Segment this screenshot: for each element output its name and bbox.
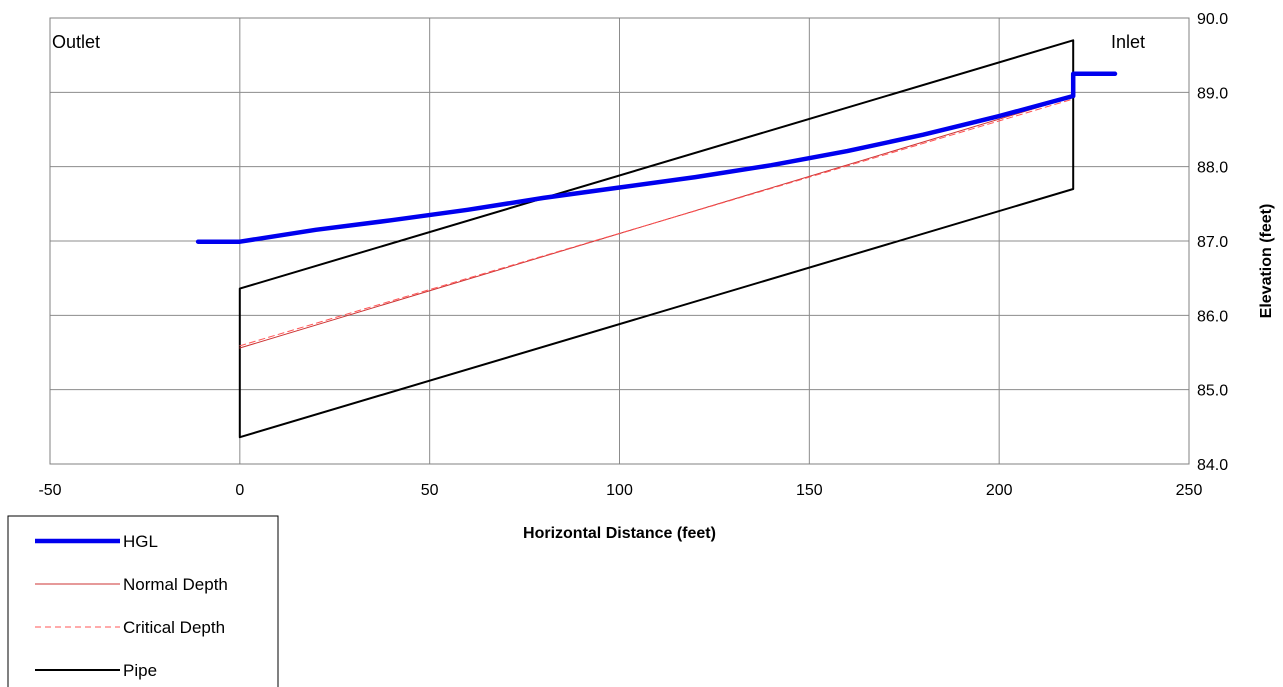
legend: HGL Normal Depth Critical Depth Pipe — [7, 515, 279, 687]
y-tick-label: 85.0 — [1197, 383, 1228, 400]
x-tick-labels: -50 0 50 100 150 200 250 — [38, 482, 1202, 499]
y-axis-title: Elevation (feet) — [1258, 204, 1275, 319]
series-hgl — [195, 71, 1118, 244]
y-tick-label: 88.0 — [1197, 160, 1228, 177]
y-tick-label: 89.0 — [1197, 85, 1228, 102]
legend-label: Normal Depth — [123, 575, 228, 594]
plot-frame — [49, 17, 1190, 465]
x-tick-label: 150 — [796, 482, 823, 499]
x-tick-label: 100 — [606, 482, 633, 499]
series-pipe — [238, 39, 1075, 439]
legend-box — [7, 515, 279, 687]
legend-items: HGL Normal Depth Critical Depth Pipe — [35, 532, 228, 680]
y-tick-label: 84.0 — [1197, 457, 1228, 474]
legend-label: Pipe — [123, 661, 157, 680]
x-tick-label: -50 — [38, 482, 61, 499]
y-tick-label: 90.0 — [1197, 11, 1228, 28]
x-axis-title: Horizontal Distance (feet) — [523, 525, 716, 542]
y-tick-label: 86.0 — [1197, 308, 1228, 325]
y-tick-label: 87.0 — [1197, 234, 1228, 251]
x-tick-label: 200 — [986, 482, 1013, 499]
outlet-label: Outlet — [52, 32, 100, 52]
x-tick-label: 0 — [235, 482, 244, 499]
legend-label: Critical Depth — [123, 618, 225, 637]
series — [195, 39, 1118, 439]
x-tick-label: 250 — [1176, 482, 1203, 499]
inlet-label: Inlet — [1111, 32, 1145, 52]
y-tick-labels: 84.0 85.0 86.0 87.0 88.0 89.0 90.0 — [1197, 11, 1228, 474]
legend-label: HGL — [123, 532, 158, 551]
x-tick-label: 50 — [421, 482, 439, 499]
series-critical-depth — [239, 98, 1074, 347]
